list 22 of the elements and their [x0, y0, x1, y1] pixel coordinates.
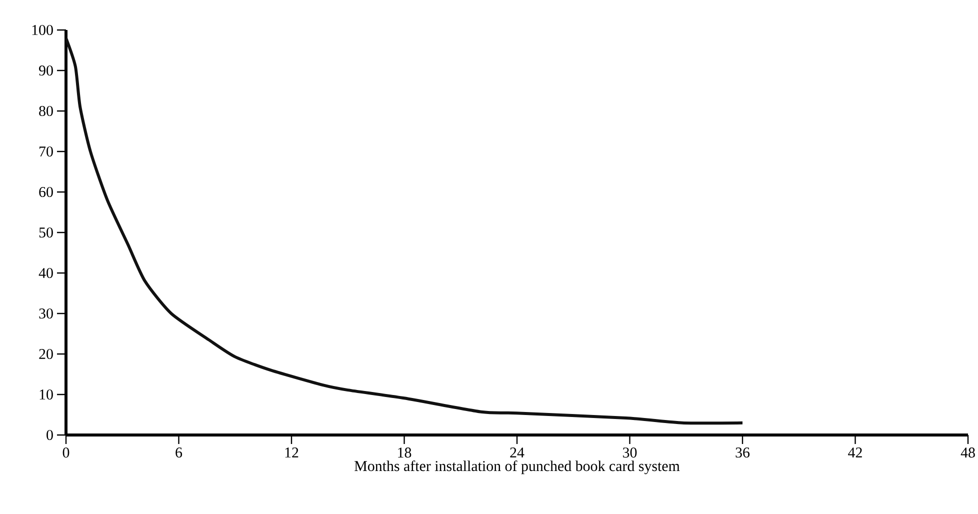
y-tick-label: 80 — [39, 106, 53, 116]
x-tick-label: 6 — [176, 448, 182, 458]
y-tick-label: 10 — [40, 389, 53, 400]
x-tick-label: 18 — [398, 448, 412, 458]
y-tick-label: 40 — [38, 268, 53, 278]
y-tick-label: 100 — [32, 24, 53, 36]
x-tick-label: 0 — [62, 448, 70, 458]
x-tick-label: 36 — [736, 448, 750, 458]
x-axis-title: Months after installation of punched book card system — [354, 460, 680, 474]
y-tick-label: 20 — [39, 348, 53, 360]
y-tick-label: 90 — [39, 65, 53, 76]
x-tick-label: 24 — [510, 448, 524, 458]
y-tick-label: 60 — [39, 186, 53, 198]
y-tick-label: 0 — [46, 430, 53, 440]
y-tick-label: 70 — [40, 146, 53, 157]
x-tick-label: 12 — [285, 448, 298, 458]
x-tick-label: 42 — [848, 448, 862, 458]
y-tick-label: 50 — [39, 227, 53, 238]
line-series — [64, 36, 744, 425]
y-tick-label: 30 — [39, 308, 53, 319]
x-tick-label: 30 — [623, 448, 637, 458]
x-tick-label: 48 — [960, 448, 975, 458]
